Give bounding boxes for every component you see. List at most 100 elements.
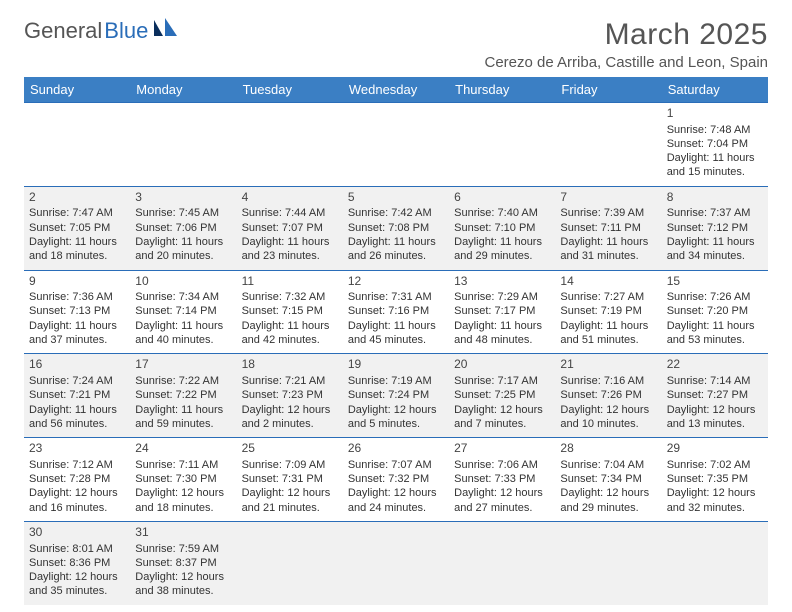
calendar-head: Sunday Monday Tuesday Wednesday Thursday…	[24, 77, 768, 103]
sunrise-text: Sunrise: 7:17 AM	[454, 374, 550, 388]
sunrise-text: Sunrise: 7:19 AM	[348, 374, 444, 388]
sunrise-text: Sunrise: 7:39 AM	[560, 206, 656, 220]
sunrise-text: Sunrise: 7:14 AM	[667, 374, 763, 388]
calendar-cell: 14Sunrise: 7:27 AMSunset: 7:19 PMDayligh…	[555, 270, 661, 354]
sunrise-text: Sunrise: 7:21 AM	[242, 374, 338, 388]
sunset-text: Sunset: 7:30 PM	[135, 472, 231, 486]
weekday-header-row: Sunday Monday Tuesday Wednesday Thursday…	[24, 77, 768, 103]
sunrise-text: Sunrise: 7:07 AM	[348, 458, 444, 472]
calendar-cell	[555, 103, 661, 187]
day-number: 12	[348, 274, 444, 290]
day-number: 19	[348, 357, 444, 373]
sunrise-text: Sunrise: 7:04 AM	[560, 458, 656, 472]
day-number: 23	[29, 441, 125, 457]
col-saturday: Saturday	[662, 77, 768, 103]
sunrise-text: Sunrise: 7:44 AM	[242, 206, 338, 220]
sunrise-text: Sunrise: 7:29 AM	[454, 290, 550, 304]
sunset-text: Sunset: 7:20 PM	[667, 304, 763, 318]
sunset-text: Sunset: 7:15 PM	[242, 304, 338, 318]
daylight-text: Daylight: 12 hours and 5 minutes.	[348, 403, 444, 432]
sunrise-text: Sunrise: 7:02 AM	[667, 458, 763, 472]
daylight-text: Daylight: 11 hours and 51 minutes.	[560, 319, 656, 348]
sunset-text: Sunset: 7:32 PM	[348, 472, 444, 486]
sunrise-text: Sunrise: 7:42 AM	[348, 206, 444, 220]
col-tuesday: Tuesday	[237, 77, 343, 103]
day-number: 31	[135, 525, 231, 541]
sunrise-text: Sunrise: 7:22 AM	[135, 374, 231, 388]
day-number: 21	[560, 357, 656, 373]
sunset-text: Sunset: 7:23 PM	[242, 388, 338, 402]
sunrise-text: Sunrise: 7:09 AM	[242, 458, 338, 472]
calendar-cell: 22Sunrise: 7:14 AMSunset: 7:27 PMDayligh…	[662, 354, 768, 438]
day-number: 11	[242, 274, 338, 290]
day-number: 2	[29, 190, 125, 206]
sunset-text: Sunset: 7:24 PM	[348, 388, 444, 402]
calendar-cell	[24, 103, 130, 187]
calendar-cell: 7Sunrise: 7:39 AMSunset: 7:11 PMDaylight…	[555, 186, 661, 270]
calendar-week: 30Sunrise: 8:01 AMSunset: 8:36 PMDayligh…	[24, 521, 768, 604]
sunset-text: Sunset: 8:37 PM	[135, 556, 231, 570]
sunset-text: Sunset: 7:16 PM	[348, 304, 444, 318]
daylight-text: Daylight: 12 hours and 16 minutes.	[29, 486, 125, 515]
sunset-text: Sunset: 7:08 PM	[348, 221, 444, 235]
calendar-cell	[449, 103, 555, 187]
daylight-text: Daylight: 12 hours and 21 minutes.	[242, 486, 338, 515]
day-number: 7	[560, 190, 656, 206]
sunset-text: Sunset: 7:14 PM	[135, 304, 231, 318]
calendar-week: 23Sunrise: 7:12 AMSunset: 7:28 PMDayligh…	[24, 438, 768, 522]
day-number: 22	[667, 357, 763, 373]
calendar-cell	[555, 521, 661, 604]
sunrise-text: Sunrise: 7:27 AM	[560, 290, 656, 304]
daylight-text: Daylight: 11 hours and 34 minutes.	[667, 235, 763, 264]
page-header: GeneralBlue March 2025 Cerezo de Arriba,…	[24, 18, 768, 71]
sunrise-text: Sunrise: 7:16 AM	[560, 374, 656, 388]
sunrise-text: Sunrise: 7:32 AM	[242, 290, 338, 304]
daylight-text: Daylight: 12 hours and 27 minutes.	[454, 486, 550, 515]
sunset-text: Sunset: 7:33 PM	[454, 472, 550, 486]
day-number: 13	[454, 274, 550, 290]
calendar-cell: 13Sunrise: 7:29 AMSunset: 7:17 PMDayligh…	[449, 270, 555, 354]
sunset-text: Sunset: 7:07 PM	[242, 221, 338, 235]
calendar-cell	[237, 103, 343, 187]
calendar-cell: 28Sunrise: 7:04 AMSunset: 7:34 PMDayligh…	[555, 438, 661, 522]
calendar-cell	[130, 103, 236, 187]
calendar-cell: 11Sunrise: 7:32 AMSunset: 7:15 PMDayligh…	[237, 270, 343, 354]
calendar-cell: 1Sunrise: 7:48 AMSunset: 7:04 PMDaylight…	[662, 103, 768, 187]
sunrise-text: Sunrise: 7:11 AM	[135, 458, 231, 472]
daylight-text: Daylight: 11 hours and 59 minutes.	[135, 403, 231, 432]
day-number: 5	[348, 190, 444, 206]
calendar-cell: 3Sunrise: 7:45 AMSunset: 7:06 PMDaylight…	[130, 186, 236, 270]
sunrise-text: Sunrise: 7:06 AM	[454, 458, 550, 472]
calendar-cell: 26Sunrise: 7:07 AMSunset: 7:32 PMDayligh…	[343, 438, 449, 522]
daylight-text: Daylight: 12 hours and 2 minutes.	[242, 403, 338, 432]
daylight-text: Daylight: 11 hours and 48 minutes.	[454, 319, 550, 348]
daylight-text: Daylight: 12 hours and 29 minutes.	[560, 486, 656, 515]
sunrise-text: Sunrise: 7:24 AM	[29, 374, 125, 388]
calendar-cell: 8Sunrise: 7:37 AMSunset: 7:12 PMDaylight…	[662, 186, 768, 270]
sunset-text: Sunset: 7:12 PM	[667, 221, 763, 235]
daylight-text: Daylight: 11 hours and 29 minutes.	[454, 235, 550, 264]
sunset-text: Sunset: 7:31 PM	[242, 472, 338, 486]
calendar-cell: 24Sunrise: 7:11 AMSunset: 7:30 PMDayligh…	[130, 438, 236, 522]
sunrise-text: Sunrise: 7:40 AM	[454, 206, 550, 220]
calendar-cell	[449, 521, 555, 604]
calendar-cell: 4Sunrise: 7:44 AMSunset: 7:07 PMDaylight…	[237, 186, 343, 270]
daylight-text: Daylight: 12 hours and 35 minutes.	[29, 570, 125, 599]
calendar-cell: 5Sunrise: 7:42 AMSunset: 7:08 PMDaylight…	[343, 186, 449, 270]
calendar-cell: 21Sunrise: 7:16 AMSunset: 7:26 PMDayligh…	[555, 354, 661, 438]
sunset-text: Sunset: 7:11 PM	[560, 221, 656, 235]
calendar-cell	[662, 521, 768, 604]
calendar-cell: 18Sunrise: 7:21 AMSunset: 7:23 PMDayligh…	[237, 354, 343, 438]
daylight-text: Daylight: 11 hours and 15 minutes.	[667, 151, 763, 180]
calendar-week: 2Sunrise: 7:47 AMSunset: 7:05 PMDaylight…	[24, 186, 768, 270]
calendar-cell: 12Sunrise: 7:31 AMSunset: 7:16 PMDayligh…	[343, 270, 449, 354]
daylight-text: Daylight: 11 hours and 37 minutes.	[29, 319, 125, 348]
calendar-cell	[237, 521, 343, 604]
day-number: 14	[560, 274, 656, 290]
col-wednesday: Wednesday	[343, 77, 449, 103]
daylight-text: Daylight: 11 hours and 23 minutes.	[242, 235, 338, 264]
daylight-text: Daylight: 11 hours and 26 minutes.	[348, 235, 444, 264]
daylight-text: Daylight: 12 hours and 32 minutes.	[667, 486, 763, 515]
daylight-text: Daylight: 12 hours and 38 minutes.	[135, 570, 231, 599]
calendar-week: 16Sunrise: 7:24 AMSunset: 7:21 PMDayligh…	[24, 354, 768, 438]
